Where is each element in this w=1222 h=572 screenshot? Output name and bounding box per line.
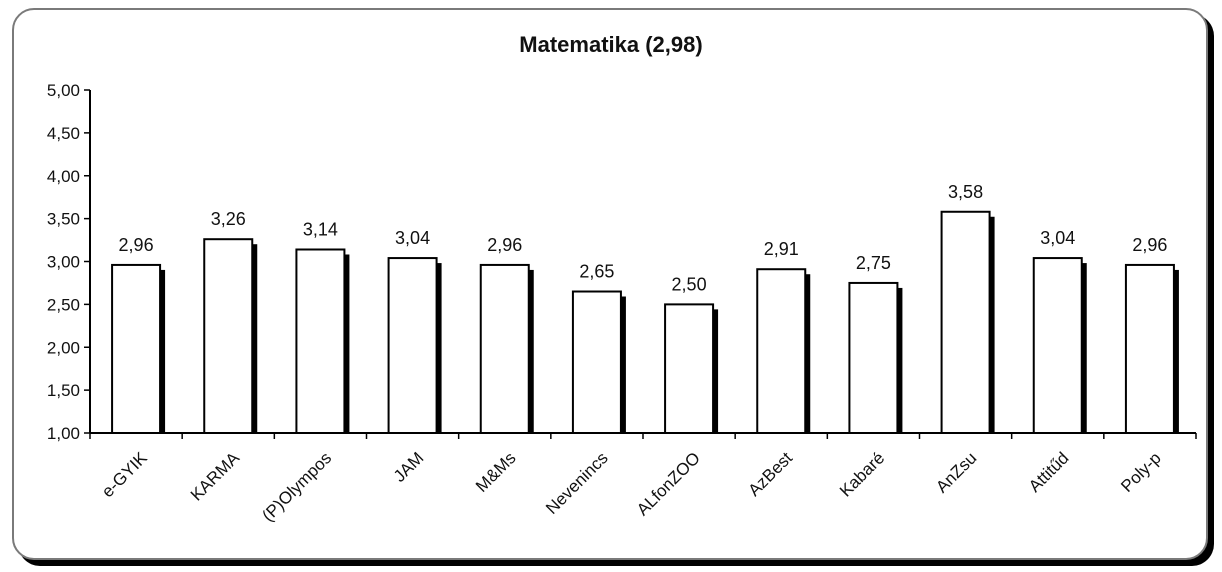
x-tick-label: Poly-p [1117,448,1165,496]
bar-value-label: 2,65 [579,262,614,282]
bar-value-label: 2,96 [487,235,522,255]
bar [571,290,622,435]
x-tick-label: Nevenincs [542,448,612,518]
bar [295,248,346,434]
bar [1124,263,1175,434]
x-tick-label: M&Ms [472,448,519,495]
chart-title: Matematika (2,98) [519,32,703,57]
x-tick-label: e-GYIK [98,448,151,501]
bar-value-label: 3,26 [211,209,246,229]
x-tick-label: JAM [390,448,427,485]
bar-value-label: 2,75 [856,253,891,273]
bar [387,257,438,434]
bar [1032,257,1083,434]
bar-value-label: 2,96 [1132,235,1167,255]
y-tick-label: 1,50 [47,381,80,400]
bar-value-label: 3,58 [948,182,983,202]
bar [203,238,254,434]
bar-value-label: 3,14 [303,219,338,239]
x-tick-label: (P)Olympos [258,448,335,525]
x-tick-label: ALfonZOO [633,448,704,519]
bar [664,303,715,434]
bar [848,281,899,434]
bar [479,263,530,434]
x-tick-label: KARMA [187,448,244,505]
bar-value-label: 3,04 [395,228,430,248]
x-tick-label: Kabaré [836,448,888,500]
y-tick-label: 4,50 [47,124,80,143]
y-tick-label: 1,00 [47,424,80,443]
bar-value-label: 2,50 [672,274,707,294]
y-tick-label: 2,50 [47,295,80,314]
y-tick-label: 4,00 [47,167,80,186]
bar-value-label: 2,96 [119,235,154,255]
bar [111,263,162,434]
x-tick-label: AnZsu [932,448,980,496]
y-tick-label: 2,00 [47,338,80,357]
x-tick-label: AzBest [745,448,797,500]
bar [940,210,991,434]
y-tick-label: 5,00 [47,81,80,100]
bar-value-label: 2,91 [764,239,799,259]
x-tick-label: Attitűd [1025,448,1073,496]
y-tick-label: 3,00 [47,253,80,272]
bar [756,268,807,434]
bar-value-label: 3,04 [1040,228,1075,248]
y-tick-label: 3,50 [47,210,80,229]
